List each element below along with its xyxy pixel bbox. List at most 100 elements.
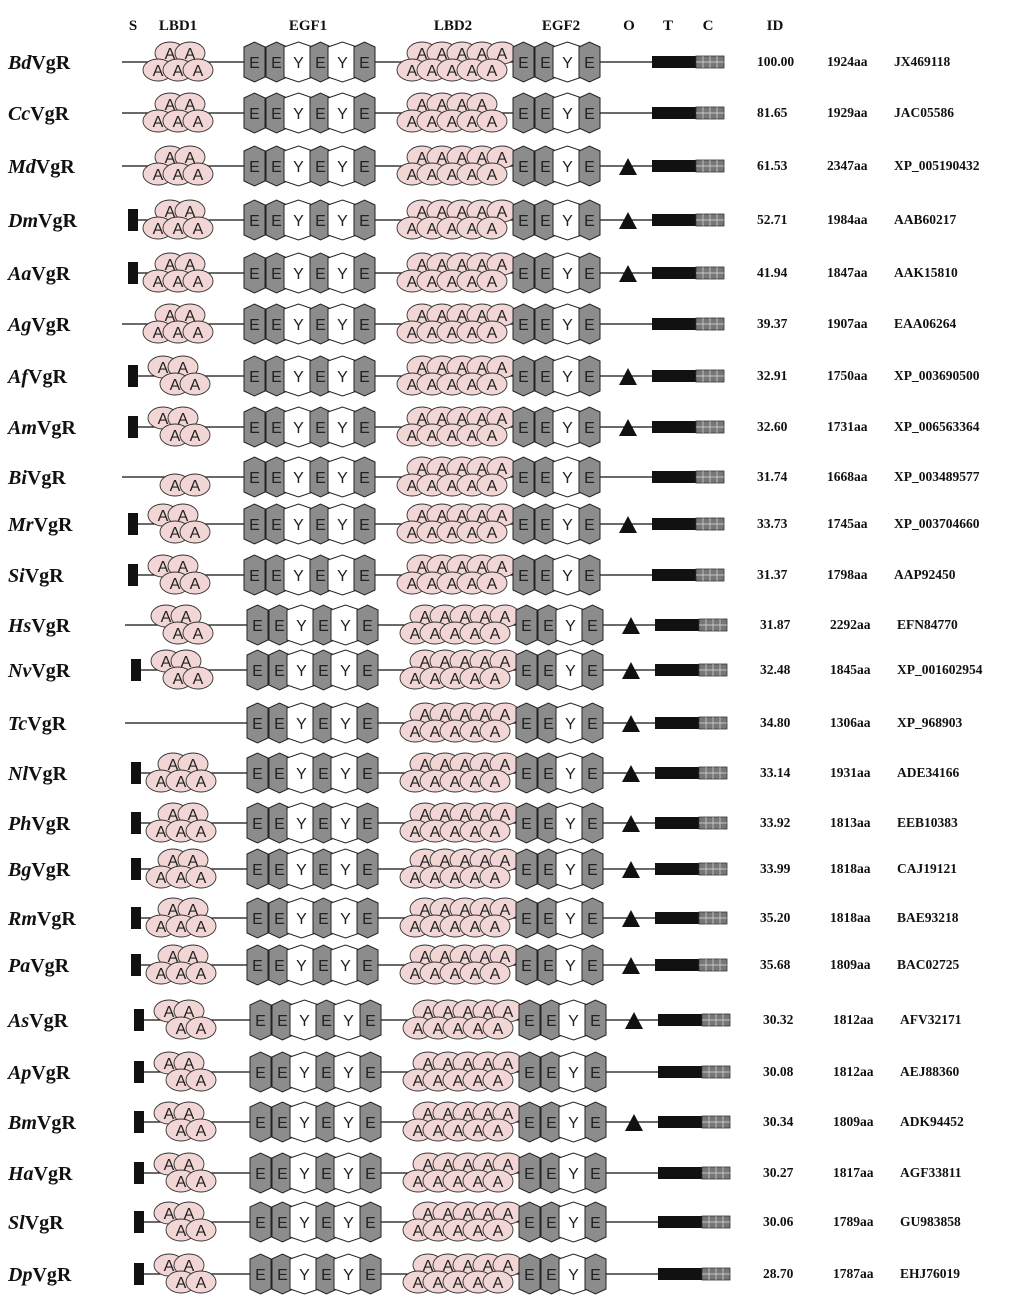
lbd2-repeat-label: A [483, 1056, 494, 1073]
transmembrane-block [655, 912, 699, 924]
egf1-egf-domain [246, 802, 269, 844]
species-label: CcVgR [8, 103, 70, 125]
egf1-domain-label: Y [337, 213, 348, 230]
lbd2-repeat-label: A [450, 870, 461, 887]
egf2-domain-label: E [590, 1115, 601, 1132]
lbd1-repeat-label: A [176, 1123, 187, 1140]
lbd2-repeat-label: A [467, 325, 478, 342]
accession-value: CAJ19121 [897, 861, 957, 876]
species-abbr: Ap [6, 1062, 31, 1084]
egf1-domain-label: E [359, 470, 370, 487]
species-suffix: VgR [25, 1212, 64, 1234]
egf2-egf-domain [518, 999, 541, 1041]
lbd1-repeat-label: A [196, 870, 207, 887]
lbd1-repeat-label: A [176, 1174, 187, 1191]
lbd1-repeat-label: A [178, 559, 189, 576]
lbd2-repeat-label: A [433, 1275, 444, 1292]
lbd2-repeat-label: A [503, 1004, 514, 1021]
lbd1-repeat-label: A [168, 757, 179, 774]
protein-row: BgVgR A AA A AA A A A AA A A A AE E Y E Y E E E Y E 33.99 1818a… [7, 848, 957, 890]
lbd1-repeat-label: A [164, 1258, 175, 1275]
egf2-domain-label: Y [565, 862, 576, 879]
lbd1-repeat-label: A [165, 308, 176, 325]
lbd1-repeat-label: A [185, 204, 196, 221]
egf2-domain-label: E [543, 911, 554, 928]
lbd2-repeat-label: A [467, 63, 478, 80]
length-value: 1812aa [833, 1012, 874, 1027]
lbd2-repeat-label: A [417, 257, 428, 274]
species-label: PaVgR [7, 955, 70, 977]
lbd1-repeat-label: A [164, 1206, 175, 1223]
lbd2-repeat-label: A [480, 707, 491, 724]
egf2-domain-label: E [546, 1166, 557, 1183]
lbd2-repeat-label: A [423, 1004, 434, 1021]
species-label: SiVgR [8, 565, 64, 587]
lbd2-repeat-label: A [487, 167, 498, 184]
lbd1-repeat [185, 961, 217, 985]
egf2-domain-label: E [590, 1267, 601, 1284]
lbd2-repeat-label: A [487, 377, 498, 394]
lbd2-repeat-label: A [467, 478, 478, 495]
species-label: BdVgR [7, 52, 71, 74]
accession-value: BAE93218 [897, 910, 959, 925]
egf2-egf-domain [512, 456, 535, 498]
egf2-domain-label: Y [568, 1166, 579, 1183]
egf2-egf-domain [581, 604, 604, 646]
egf2-domain-label: E [524, 1267, 535, 1284]
species-abbr: Sl [8, 1212, 25, 1234]
lbd2-repeat-label: A [440, 707, 451, 724]
lbd2-repeat-label: A [410, 626, 421, 643]
lbd2-repeat-label: A [417, 204, 428, 221]
lbd2-repeat-label: A [433, 1123, 444, 1140]
species-abbr: Bd [7, 52, 32, 74]
lbd2-repeat-label: A [407, 221, 418, 238]
egf1-domain-label: E [249, 420, 260, 437]
egf2-egf-domain [512, 92, 535, 134]
o-linked-triangle [619, 265, 637, 282]
egf2-egf-domain [515, 649, 538, 691]
egf1-domain-label: E [274, 716, 285, 733]
egf2-domain-label: E [584, 369, 595, 386]
species-suffix: VgR [28, 763, 67, 785]
lbd2-repeat-label: A [497, 150, 508, 167]
lbd2-repeat [476, 320, 508, 344]
egf1-domain-label: E [321, 1115, 332, 1132]
transmembrane-block [655, 817, 699, 829]
egf2-domain-label: Y [562, 568, 573, 585]
lbd2-repeat-label: A [407, 114, 418, 131]
lbd2-repeat-label: A [480, 654, 491, 671]
species-label: SlVgR [8, 1212, 64, 1234]
lbd2-repeat-label: A [473, 1123, 484, 1140]
o-linked-triangle [619, 158, 637, 175]
egf1-domain-label: E [318, 618, 329, 635]
signal-peptide-block [128, 513, 138, 535]
cytoplasmic-block [701, 1267, 731, 1281]
egf1-domain-label: E [252, 958, 263, 975]
accession-value: ADE34166 [897, 765, 960, 780]
identity-value: 31.37 [757, 567, 788, 582]
lbd2-repeat-label: A [437, 204, 448, 221]
lbd2-repeat-label: A [453, 1223, 464, 1240]
cytoplasmic-block [698, 958, 728, 972]
egf1-domain-label: E [362, 862, 373, 879]
protein-row: DpVgR A AA AA A A A AA A A A AE E Y E Y E E E Y E 28.70 1787aa… [7, 1253, 960, 1295]
accession-value: XP_001602954 [897, 662, 983, 677]
egf2-egf-domain [512, 145, 535, 187]
lbd2-repeat-label: A [407, 576, 418, 593]
accession-value: BAC02725 [897, 957, 960, 972]
lbd2-repeat-label: A [477, 97, 488, 114]
protein-row: HaVgR A AA AA A A A AA A A A AE E Y E Y E E E Y E 30.27 1817aa… [7, 1152, 962, 1194]
cytoplasmic-block [698, 816, 728, 830]
cytoplasmic-block [698, 766, 728, 780]
lbd2-repeat-label: A [500, 949, 511, 966]
lbd2-repeat-label: A [443, 1206, 454, 1223]
lbd2-repeat-label: A [497, 204, 508, 221]
lbd2-repeat-label: A [483, 1106, 494, 1123]
lbd2-repeat-label: A [470, 626, 481, 643]
species-label: NlVgR [7, 763, 67, 785]
lbd2-repeat-label: A [430, 824, 441, 841]
header-transmembrane: T [663, 18, 673, 34]
lbd2-repeat-label: A [450, 671, 461, 688]
lbd2-repeat-label: A [447, 325, 458, 342]
lbd2-repeat-label: A [417, 360, 428, 377]
